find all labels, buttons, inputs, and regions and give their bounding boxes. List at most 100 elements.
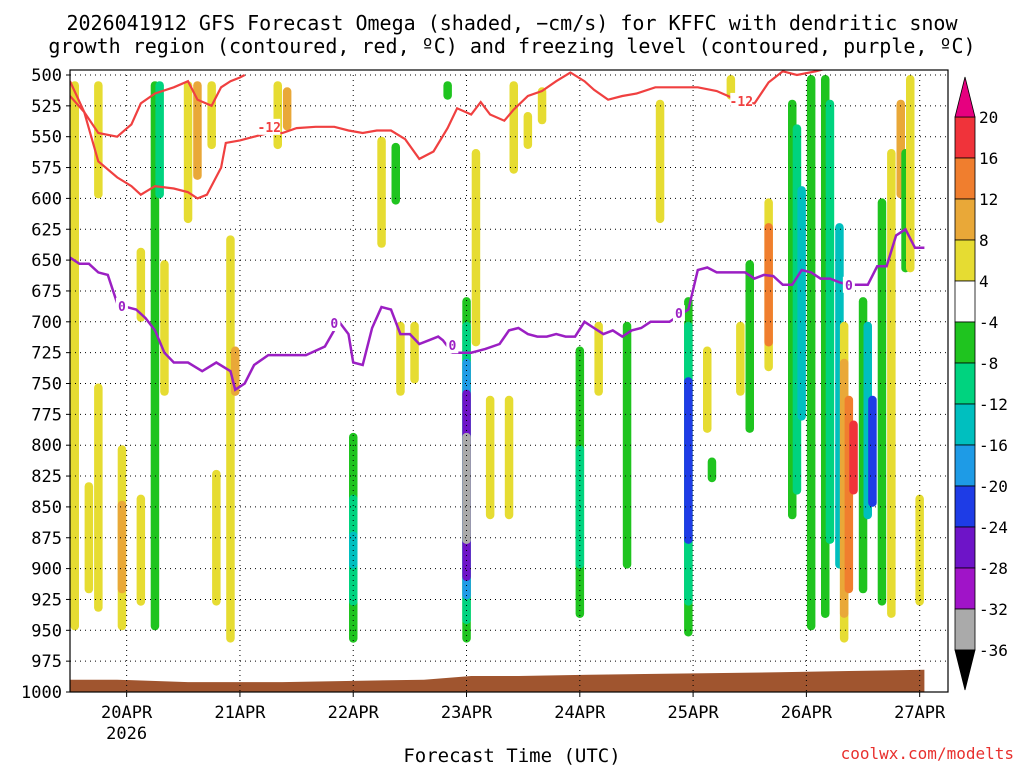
chart-title-line-2: growth region (contoured, red, ºC) and f… bbox=[48, 34, 976, 58]
freezing-level-label: 0 bbox=[330, 317, 338, 332]
omega-cell bbox=[462, 432, 471, 544]
omega-cell bbox=[707, 457, 717, 483]
colorbar-bin bbox=[954, 362, 976, 405]
freezing-level-label: 0 bbox=[118, 300, 126, 315]
contour-label-bg bbox=[842, 276, 855, 293]
omega-cell bbox=[410, 321, 419, 384]
omega-cell bbox=[887, 149, 896, 618]
omega-cell bbox=[868, 395, 877, 507]
x-tick-label: 27APR bbox=[894, 703, 946, 723]
omega-cell bbox=[155, 81, 164, 199]
y-tick-label: 650 bbox=[31, 251, 62, 271]
omega-cell bbox=[443, 81, 452, 100]
omega-cell bbox=[877, 198, 887, 606]
x-tick-label: 20APR bbox=[101, 703, 153, 723]
colorbar-label: -12 bbox=[979, 395, 1008, 414]
omega-cell bbox=[655, 99, 665, 224]
dendritic-contour-label: -12 bbox=[258, 121, 281, 136]
contours: -12 -12 0 0 0 0 0 bbox=[70, 70, 925, 392]
y-tick-label: 750 bbox=[31, 375, 62, 395]
axes: 500 525 550 575 600 625 650 675 700 725 750 775 800 8… bbox=[21, 66, 949, 744]
omega-cell bbox=[117, 500, 127, 594]
omega-cell bbox=[797, 186, 806, 421]
x-tick-label: 21APR bbox=[214, 703, 266, 723]
omega-cell bbox=[273, 81, 282, 150]
colorbar-label: 4 bbox=[979, 272, 989, 291]
omega-cell bbox=[471, 149, 481, 347]
omega-cell bbox=[136, 247, 146, 322]
omega-cell bbox=[622, 321, 632, 569]
colorbar-bin bbox=[954, 198, 976, 241]
colorbar-label: 16 bbox=[979, 149, 998, 168]
y-tick-label: 900 bbox=[31, 560, 62, 580]
contour-label-bg bbox=[258, 118, 281, 135]
omega-cell bbox=[396, 321, 405, 396]
omega-cell bbox=[906, 75, 915, 273]
omega-cell bbox=[575, 445, 585, 569]
omega-cell bbox=[594, 321, 603, 396]
y-tick-label: 675 bbox=[31, 282, 62, 302]
omega-cell bbox=[84, 482, 94, 594]
y-tick-label: 550 bbox=[31, 128, 62, 148]
colorbar-bin bbox=[954, 280, 976, 323]
y-tick-label: 825 bbox=[31, 467, 62, 487]
omega-cell bbox=[703, 346, 712, 433]
y-tick-label: 800 bbox=[31, 436, 62, 456]
dendritic-contour-upper bbox=[70, 74, 246, 138]
x-tick-label: 22APR bbox=[328, 703, 380, 723]
colorbar-bin bbox=[954, 444, 976, 487]
y-tick-label: 600 bbox=[31, 189, 62, 209]
omega-cell bbox=[70, 81, 79, 631]
watermark[interactable]: coolwx.com/modelts bbox=[840, 744, 1014, 763]
colorbar-label: 12 bbox=[979, 190, 998, 209]
omega-cell bbox=[207, 81, 216, 150]
colorbar-bottom-arrow bbox=[954, 649, 976, 691]
ground-fill bbox=[70, 669, 925, 692]
y-tick-label: 500 bbox=[31, 66, 62, 86]
omega-cell bbox=[825, 99, 835, 544]
omega-cell bbox=[849, 420, 858, 495]
y-tick-label: 950 bbox=[31, 621, 62, 641]
colorbar-bin bbox=[954, 116, 976, 159]
y-tick-label: 875 bbox=[31, 529, 62, 549]
contour-label-bg bbox=[672, 305, 685, 322]
contour-label-bg bbox=[446, 337, 459, 354]
omega-cell bbox=[745, 260, 754, 433]
colorbar-label: -36 bbox=[979, 641, 1008, 660]
x-tick-sublabel: 2026 bbox=[106, 724, 147, 744]
colorbar-label: -32 bbox=[979, 600, 1008, 619]
colorbar-label: -28 bbox=[979, 559, 1008, 578]
freezing-level-contour bbox=[70, 227, 925, 392]
y-tick-label: 975 bbox=[31, 652, 62, 672]
omega-cell bbox=[94, 81, 103, 199]
colorbar-label: -4 bbox=[979, 313, 998, 332]
colorbar-label: 20 bbox=[979, 108, 998, 127]
dendritic-contour-lower bbox=[70, 70, 826, 200]
omega-cell bbox=[523, 112, 533, 149]
omega-cell bbox=[736, 321, 745, 396]
x-tick-label: 25APR bbox=[668, 703, 720, 723]
y-tick-label: 775 bbox=[31, 405, 62, 425]
chart-title-line-1: 2026041912 GFS Forecast Omega (shaded, −… bbox=[66, 11, 958, 35]
freezing-level-label: 0 bbox=[675, 307, 683, 322]
omega-cell bbox=[183, 81, 193, 224]
omega-cell bbox=[764, 223, 773, 347]
colorbar-bin bbox=[954, 485, 976, 528]
colorbar-label: 8 bbox=[979, 231, 989, 250]
omega-cell bbox=[509, 81, 518, 174]
omega-cell bbox=[684, 377, 693, 544]
omega-cell bbox=[226, 235, 235, 643]
y-tick-label: 850 bbox=[31, 498, 62, 518]
omega-cell bbox=[282, 87, 292, 131]
colorbar-label: -8 bbox=[979, 354, 998, 373]
ground-layer bbox=[70, 669, 925, 692]
omega-cell bbox=[150, 81, 160, 631]
colorbar-bin bbox=[954, 239, 976, 282]
x-tick-label: 26APR bbox=[781, 703, 833, 723]
contour-label-bg bbox=[328, 315, 341, 332]
omega-cell bbox=[806, 75, 816, 631]
omega-cell bbox=[504, 395, 514, 520]
x-tick-label: 24APR bbox=[554, 703, 606, 723]
omega-cell bbox=[212, 469, 221, 606]
